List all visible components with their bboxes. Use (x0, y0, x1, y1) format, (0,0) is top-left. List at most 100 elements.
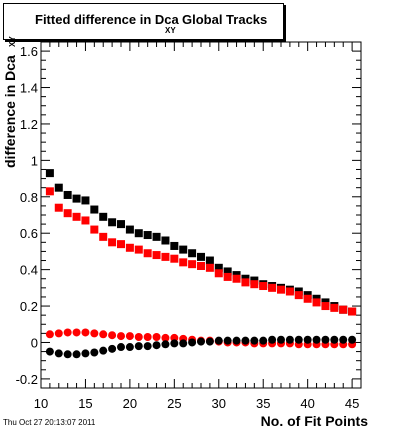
data-point-circle (72, 328, 81, 337)
data-point-square (232, 274, 241, 283)
data-point-square (63, 209, 72, 218)
data-point-square (125, 243, 134, 252)
data-point-square (54, 203, 63, 212)
y-tick-label: 0.2 (20, 299, 38, 314)
data-point-square (205, 256, 214, 265)
data-point-square (179, 258, 188, 267)
data-point-square (108, 238, 117, 247)
data-point-square (90, 205, 99, 214)
data-point-square (268, 283, 277, 292)
data-point-square (72, 194, 81, 203)
data-point-circle (161, 333, 170, 342)
x-tick-label: 35 (256, 396, 270, 411)
data-point-circle (90, 329, 99, 338)
data-point-square (54, 183, 63, 192)
data-point-square (250, 280, 259, 289)
data-point-circle (99, 330, 108, 339)
data-point-circle (294, 335, 303, 344)
data-point-circle (81, 328, 90, 337)
data-point-circle (63, 328, 72, 337)
chart-title: Fitted difference in Dca (35, 12, 179, 27)
x-tick-label: 25 (167, 396, 181, 411)
data-point-square (348, 307, 357, 316)
y-tick-label: 0.4 (20, 263, 38, 278)
data-point-circle (188, 338, 197, 347)
data-point-square (99, 232, 108, 241)
y-tick-label: 1.4 (20, 81, 38, 96)
data-point-circle (348, 335, 357, 344)
x-tick-label: 15 (78, 396, 92, 411)
data-point-square (117, 240, 125, 249)
data-point-square (197, 261, 205, 270)
data-point-circle (161, 340, 170, 349)
data-point-circle (90, 348, 99, 357)
data-point-circle (285, 335, 294, 344)
data-point-square (294, 291, 303, 300)
data-point-circle (45, 330, 54, 339)
data-point-square (125, 225, 134, 234)
data-point-circle (232, 336, 241, 345)
data-point-square (81, 196, 90, 205)
data-point-circle (125, 332, 134, 341)
x-tick-label: 10 (34, 396, 48, 411)
data-point-circle (81, 349, 90, 358)
data-point-square (161, 252, 170, 261)
data-point-square (143, 231, 152, 240)
y-tick-label: 1.2 (20, 117, 38, 132)
data-point-square (205, 263, 214, 272)
y-axis-label-subscript: XY (8, 36, 17, 47)
data-point-square (223, 267, 232, 276)
x-tick-label: 30 (212, 396, 226, 411)
data-point-square (99, 212, 108, 221)
data-point-circle (223, 336, 232, 345)
data-point-circle (54, 349, 63, 358)
x-axis-label: No. of Fit Points (260, 413, 368, 429)
plot-frame (40, 41, 362, 389)
data-point-square (241, 278, 250, 287)
data-point-square (152, 251, 161, 260)
data-point-square (214, 263, 223, 272)
data-point-square (170, 254, 179, 263)
data-point-circle (117, 343, 125, 352)
data-point-square (179, 245, 188, 254)
data-point-square (339, 305, 348, 314)
data-point-circle (312, 335, 321, 344)
y-tick-label: 0.6 (20, 226, 38, 241)
data-point-circle (268, 335, 277, 344)
data-point-square (321, 302, 330, 311)
y-tick-label: 1 (31, 153, 38, 168)
data-point-circle (152, 333, 161, 342)
data-point-square (63, 190, 72, 199)
data-point-square (303, 294, 312, 303)
data-point-square (277, 285, 285, 294)
timestamp: Thu Oct 27 20:13:07 2011 (3, 418, 96, 427)
data-point-square (170, 241, 179, 250)
x-tick-label: 40 (300, 396, 314, 411)
data-point-square (188, 260, 197, 269)
data-point-circle (241, 336, 250, 345)
chart-title-tail: Global Tracks (182, 12, 268, 27)
data-point-circle (99, 346, 108, 355)
data-point-square (143, 249, 152, 258)
data-point-square (330, 303, 339, 312)
data-point-circle (303, 335, 312, 344)
data-point-square (152, 232, 161, 241)
data-point-square (72, 212, 81, 221)
y-tick-label: -0.2 (16, 372, 38, 387)
data-point-circle (205, 337, 214, 346)
data-point-square (81, 216, 90, 225)
data-point-square (161, 236, 170, 245)
x-tick-label: 20 (123, 396, 137, 411)
data-point-circle (250, 336, 259, 345)
data-point-circle (339, 335, 348, 344)
data-point-circle (152, 341, 161, 350)
data-point-circle (125, 343, 134, 352)
data-point-circle (45, 347, 54, 356)
data-point-circle (214, 336, 223, 345)
data-point-circle (277, 335, 285, 344)
data-point-square (134, 245, 143, 254)
data-point-circle (321, 335, 330, 344)
y-tick-label: 0 (31, 335, 38, 350)
data-point-circle (134, 333, 143, 342)
y-tick-label: 1.6 (20, 44, 38, 59)
